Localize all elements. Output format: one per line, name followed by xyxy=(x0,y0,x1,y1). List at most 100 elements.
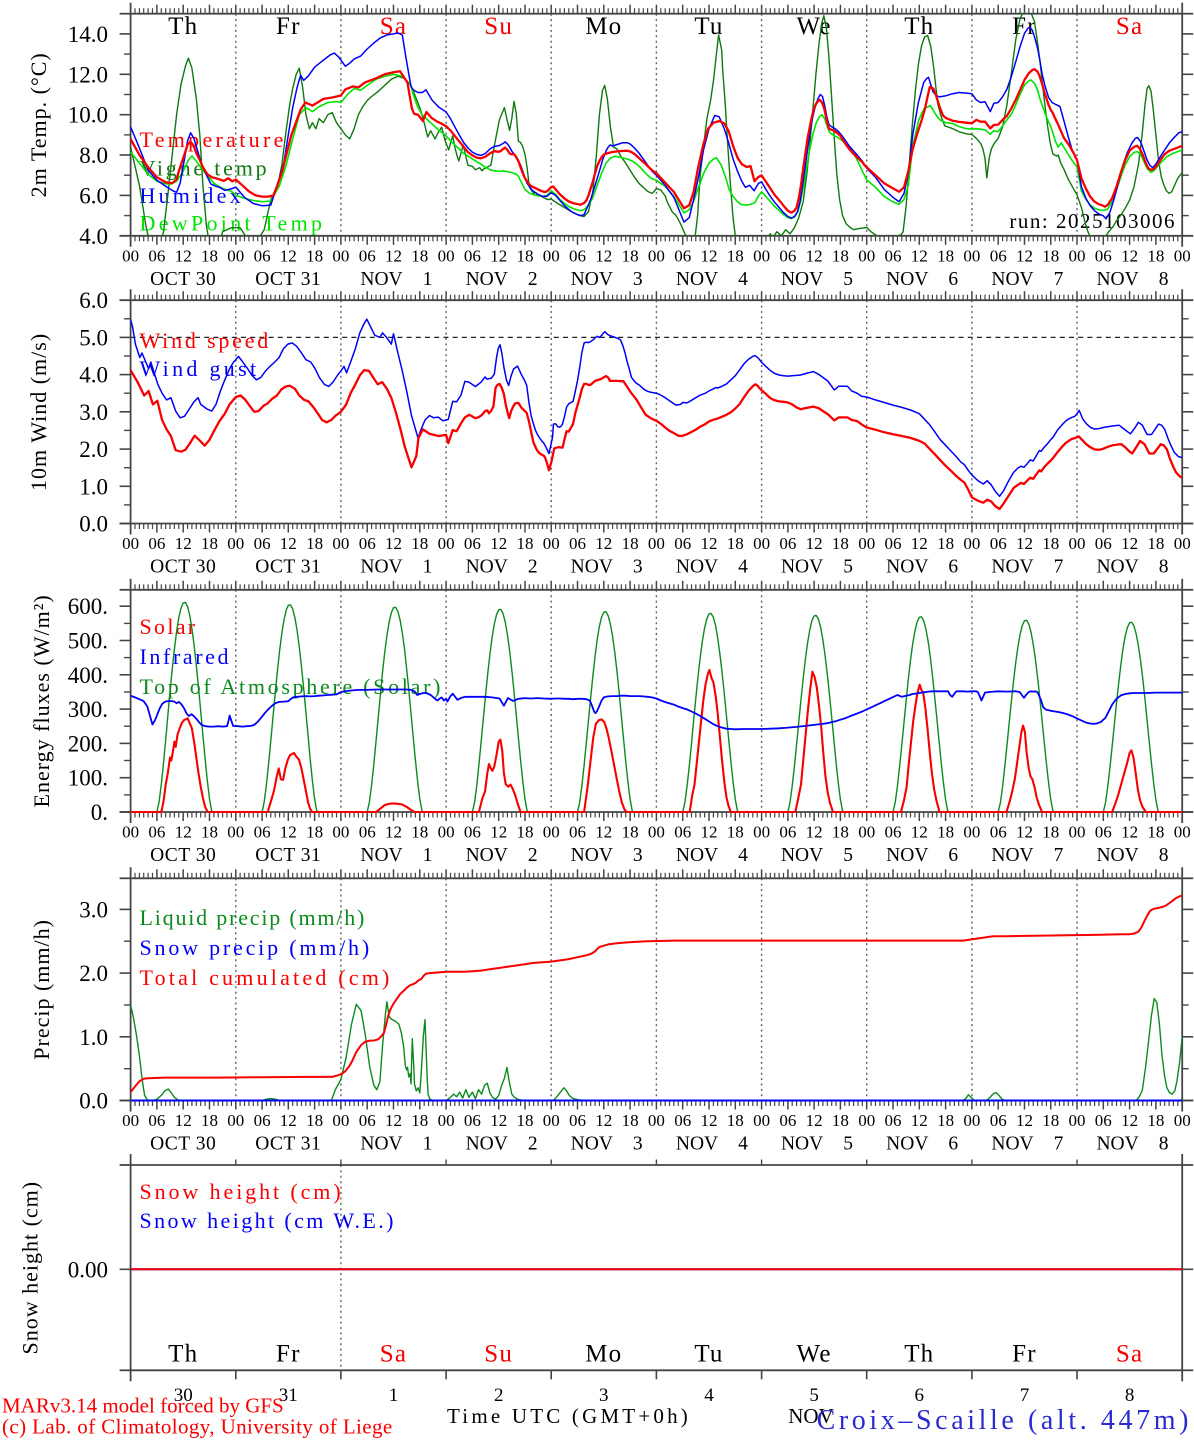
svg-text:NOV: NOV xyxy=(781,269,823,290)
svg-text:NOV: NOV xyxy=(781,845,823,866)
svg-text:NOV: NOV xyxy=(886,1134,928,1155)
svg-text:18: 18 xyxy=(306,246,323,265)
svg-text:06: 06 xyxy=(148,534,165,553)
svg-text:Fr: Fr xyxy=(1012,1341,1037,1368)
svg-text:Su: Su xyxy=(484,1341,513,1368)
svg-text:1.0: 1.0 xyxy=(79,474,108,499)
svg-text:2: 2 xyxy=(528,269,538,290)
svg-text:00: 00 xyxy=(122,534,139,553)
svg-text:18: 18 xyxy=(832,534,849,553)
svg-text:06: 06 xyxy=(569,534,586,553)
svg-text:Fr: Fr xyxy=(1012,13,1037,40)
svg-text:00: 00 xyxy=(332,1111,349,1130)
svg-text:12: 12 xyxy=(385,823,402,842)
svg-text:NOV: NOV xyxy=(991,557,1033,578)
svg-text:06: 06 xyxy=(359,246,376,265)
svg-text:06: 06 xyxy=(674,246,691,265)
svg-text:Tu: Tu xyxy=(694,1341,723,1368)
svg-text:12: 12 xyxy=(490,823,507,842)
svg-text:NOV: NOV xyxy=(1096,1134,1138,1155)
svg-text:12: 12 xyxy=(911,246,928,265)
svg-text:00: 00 xyxy=(963,246,980,265)
svg-text:00: 00 xyxy=(648,246,665,265)
svg-text:06: 06 xyxy=(569,823,586,842)
svg-text:06: 06 xyxy=(990,1111,1007,1130)
svg-text:OCT 31: OCT 31 xyxy=(255,269,321,290)
svg-text:Precip (mm/h): Precip (mm/h) xyxy=(29,919,54,1060)
svg-text:2: 2 xyxy=(494,1385,504,1406)
svg-text:18: 18 xyxy=(517,823,534,842)
svg-text:Sa: Sa xyxy=(380,1341,407,1368)
svg-text:12: 12 xyxy=(911,534,928,553)
svg-text:100.: 100. xyxy=(68,766,108,791)
svg-text:NOV: NOV xyxy=(781,557,823,578)
svg-text:7: 7 xyxy=(1054,845,1064,866)
svg-text:OCT 30: OCT 30 xyxy=(150,557,216,578)
svg-text:NOV: NOV xyxy=(1096,557,1138,578)
svg-text:00: 00 xyxy=(1069,246,1086,265)
svg-text:5.0: 5.0 xyxy=(79,325,108,350)
svg-text:3: 3 xyxy=(599,1385,609,1406)
svg-text:06: 06 xyxy=(569,246,586,265)
svg-text:12: 12 xyxy=(806,534,823,553)
svg-text:6.0: 6.0 xyxy=(79,288,108,313)
svg-text:00: 00 xyxy=(648,1111,665,1130)
svg-text:12: 12 xyxy=(1121,823,1138,842)
svg-text:12: 12 xyxy=(806,1111,823,1130)
svg-text:06: 06 xyxy=(990,246,1007,265)
svg-text:Th: Th xyxy=(168,1341,198,1368)
svg-text:06: 06 xyxy=(254,823,271,842)
svg-text:18: 18 xyxy=(622,246,639,265)
svg-text:Snow height (cm): Snow height (cm) xyxy=(18,1181,43,1355)
svg-text:OCT 31: OCT 31 xyxy=(255,1134,321,1155)
svg-text:06: 06 xyxy=(990,534,1007,553)
svg-text:06: 06 xyxy=(990,823,1007,842)
svg-text:00: 00 xyxy=(858,246,875,265)
svg-text:NOV: NOV xyxy=(360,557,402,578)
svg-text:00: 00 xyxy=(648,823,665,842)
svg-text:12: 12 xyxy=(280,1111,297,1130)
svg-text:OCT 31: OCT 31 xyxy=(255,557,321,578)
svg-text:00: 00 xyxy=(543,246,560,265)
svg-text:2.0: 2.0 xyxy=(79,437,108,462)
svg-text:06: 06 xyxy=(885,246,902,265)
svg-text:12: 12 xyxy=(701,534,718,553)
svg-text:18: 18 xyxy=(517,534,534,553)
svg-text:12: 12 xyxy=(175,1111,192,1130)
svg-text:00: 00 xyxy=(1069,823,1086,842)
svg-text:Su: Su xyxy=(484,13,513,40)
svg-text:Energy fluxes (W/m²): Energy fluxes (W/m²) xyxy=(29,594,54,807)
svg-text:18: 18 xyxy=(517,1111,534,1130)
svg-text:00: 00 xyxy=(648,534,665,553)
svg-text:18: 18 xyxy=(411,823,428,842)
svg-text:06: 06 xyxy=(464,534,481,553)
svg-text:1: 1 xyxy=(389,1385,399,1406)
svg-text:30: 30 xyxy=(174,1385,193,1406)
svg-text:06: 06 xyxy=(254,1111,271,1130)
svg-text:12: 12 xyxy=(175,246,192,265)
svg-text:6: 6 xyxy=(948,269,958,290)
svg-text:Croix–Scaille (alt. 447m): Croix–Scaille (alt. 447m) xyxy=(817,1405,1192,1436)
svg-text:00: 00 xyxy=(438,1111,455,1130)
svg-text:Fr: Fr xyxy=(276,1341,301,1368)
svg-text:run: 2025103006: run: 2025103006 xyxy=(1009,209,1176,233)
svg-text:12: 12 xyxy=(1016,534,1033,553)
svg-text:18: 18 xyxy=(1147,534,1164,553)
svg-text:18: 18 xyxy=(1147,246,1164,265)
svg-text:Wind speed: Wind speed xyxy=(140,328,272,353)
svg-text:7: 7 xyxy=(1054,557,1064,578)
svg-text:18: 18 xyxy=(201,823,218,842)
svg-text:18: 18 xyxy=(832,246,849,265)
svg-text:00: 00 xyxy=(227,1111,244,1130)
svg-text:7: 7 xyxy=(1020,1385,1030,1406)
svg-text:7: 7 xyxy=(1054,269,1064,290)
svg-text:18: 18 xyxy=(306,534,323,553)
svg-text:31: 31 xyxy=(279,1385,298,1406)
svg-text:OCT 31: OCT 31 xyxy=(255,845,321,866)
svg-text:00: 00 xyxy=(332,534,349,553)
svg-text:Sa: Sa xyxy=(1116,13,1143,40)
svg-text:00: 00 xyxy=(227,823,244,842)
svg-text:12: 12 xyxy=(385,1111,402,1130)
svg-text:00: 00 xyxy=(332,246,349,265)
svg-text:12: 12 xyxy=(701,823,718,842)
